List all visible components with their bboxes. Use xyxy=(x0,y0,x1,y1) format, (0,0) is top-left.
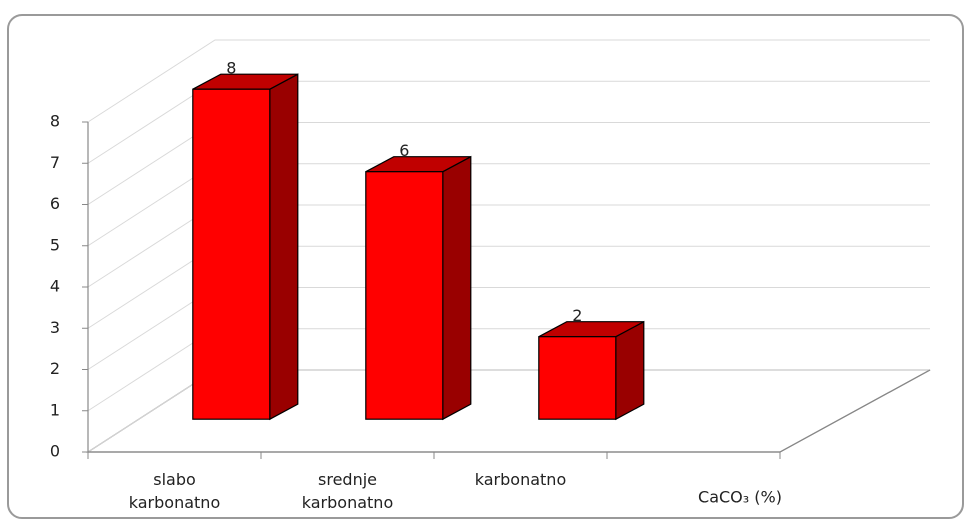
x-axis-depth xyxy=(779,369,931,453)
y-tick-label: 1 xyxy=(50,400,60,419)
y-tick-label: 8 xyxy=(50,112,60,131)
bar xyxy=(538,320,645,421)
x-tick-label: karbonatno xyxy=(475,470,566,489)
bar xyxy=(365,155,472,421)
y-tick-label: 0 xyxy=(50,442,60,461)
x-axis-label: CaCO₃ (%) xyxy=(698,488,782,507)
y-tick-label: 2 xyxy=(50,359,60,378)
data-label: 6 xyxy=(399,141,409,160)
data-label: 8 xyxy=(226,59,236,78)
data-label: 2 xyxy=(572,306,582,325)
grid-line xyxy=(87,39,930,123)
x-tick-label-line: karbonatno xyxy=(129,493,220,512)
bar-front xyxy=(192,88,271,420)
bar-side xyxy=(442,155,472,421)
bar-front xyxy=(365,171,444,420)
x-tick-label-line: slabo xyxy=(153,470,196,489)
x-tick-label-line: karbonatno xyxy=(475,470,566,489)
chart-frame xyxy=(7,14,964,519)
y-tick-label: 7 xyxy=(50,153,60,172)
x-tick-label-line: karbonatno xyxy=(302,493,393,512)
x-tick-label: slabo karbonatno xyxy=(129,470,220,512)
y-tick-label: 4 xyxy=(50,277,60,296)
x-tick-label: srednje karbonatno xyxy=(302,470,393,512)
y-tick-label: 6 xyxy=(50,194,60,213)
y-tick-label: 5 xyxy=(50,235,60,254)
bar-front xyxy=(538,336,617,420)
bar xyxy=(192,73,299,421)
x-tick-label-line: srednje xyxy=(318,470,377,489)
bar-side xyxy=(269,73,299,421)
y-tick-label: 3 xyxy=(50,318,60,337)
bar-side xyxy=(615,320,645,421)
